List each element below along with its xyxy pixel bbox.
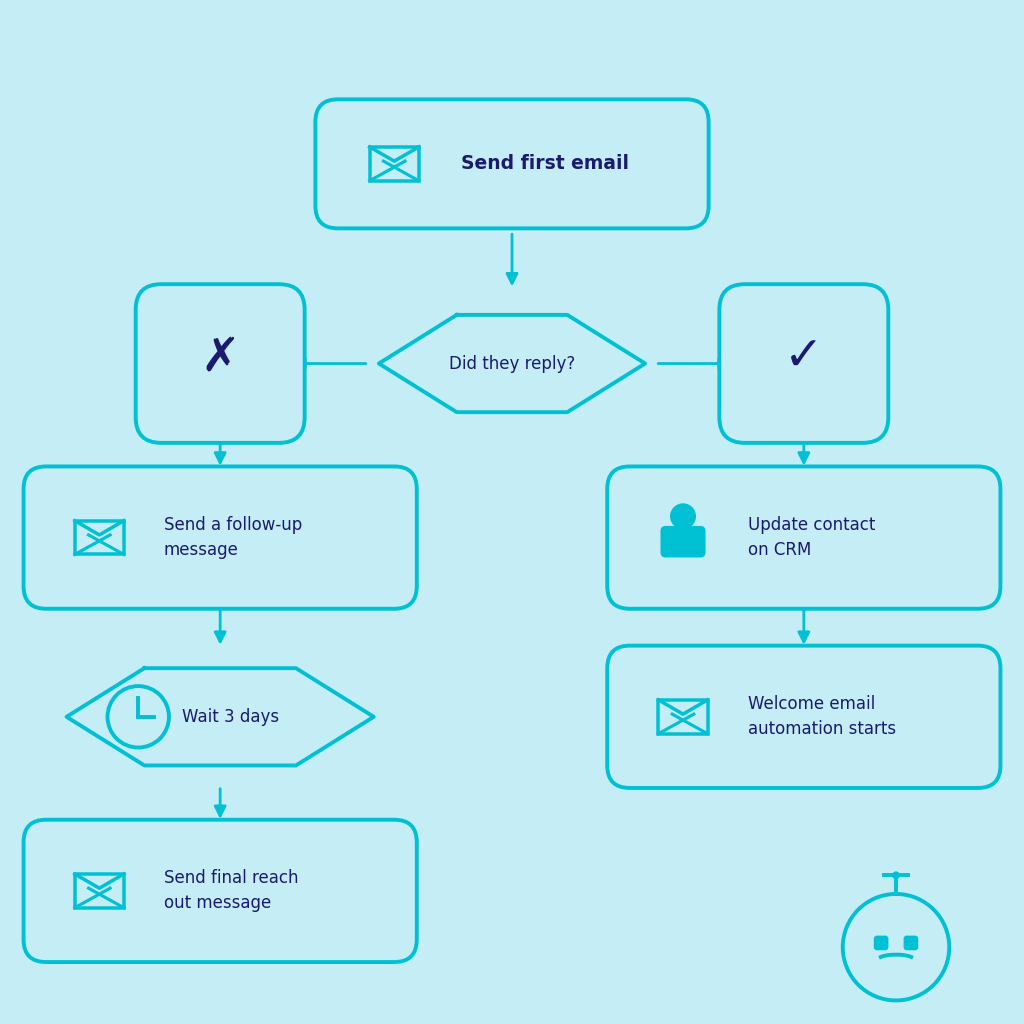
FancyBboxPatch shape: [607, 645, 1000, 788]
Polygon shape: [379, 315, 645, 412]
Text: Welcome email
automation starts: Welcome email automation starts: [748, 695, 896, 738]
FancyBboxPatch shape: [719, 284, 889, 442]
FancyBboxPatch shape: [660, 526, 706, 557]
FancyBboxPatch shape: [135, 284, 305, 442]
FancyBboxPatch shape: [24, 819, 417, 963]
FancyBboxPatch shape: [873, 936, 889, 950]
Text: Update contact
on CRM: Update contact on CRM: [748, 516, 874, 559]
Text: Wait 3 days: Wait 3 days: [182, 708, 279, 726]
Bar: [75, 521, 124, 555]
Text: Send first email: Send first email: [461, 155, 629, 173]
FancyBboxPatch shape: [607, 467, 1000, 608]
Text: ✓: ✓: [784, 336, 823, 381]
Bar: [75, 873, 124, 907]
Bar: [370, 146, 419, 180]
Text: Send a follow-up
message: Send a follow-up message: [164, 516, 302, 559]
Polygon shape: [67, 669, 374, 766]
Bar: [658, 700, 708, 733]
FancyBboxPatch shape: [315, 99, 709, 228]
FancyBboxPatch shape: [24, 467, 417, 608]
FancyBboxPatch shape: [903, 936, 919, 950]
Text: ✗: ✗: [201, 336, 240, 381]
Text: Send final reach
out message: Send final reach out message: [164, 869, 298, 912]
Text: Did they reply?: Did they reply?: [449, 354, 575, 373]
Circle shape: [671, 504, 695, 528]
Circle shape: [893, 872, 899, 879]
